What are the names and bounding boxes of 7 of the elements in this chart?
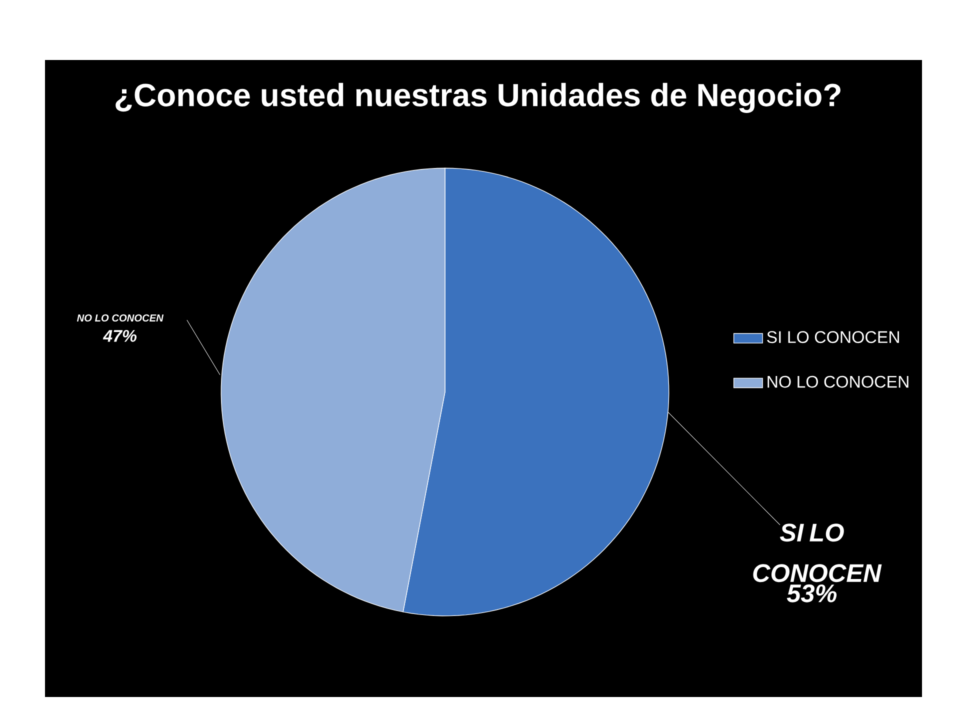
slice-label: SI LO CONOCEN	[753, 524, 882, 582]
legend-label: NO LO CONOCEN	[768, 376, 908, 388]
data-label: 47%	[102, 330, 137, 342]
chart-title: ¿Conoce usted nuestras Unidades de Negocio?	[116, 82, 840, 113]
legend-label: SI LO CONOCEN	[767, 331, 899, 344]
slice-label: NO LO CONOCEN	[76, 314, 164, 322]
data-label: 53%	[786, 584, 837, 602]
